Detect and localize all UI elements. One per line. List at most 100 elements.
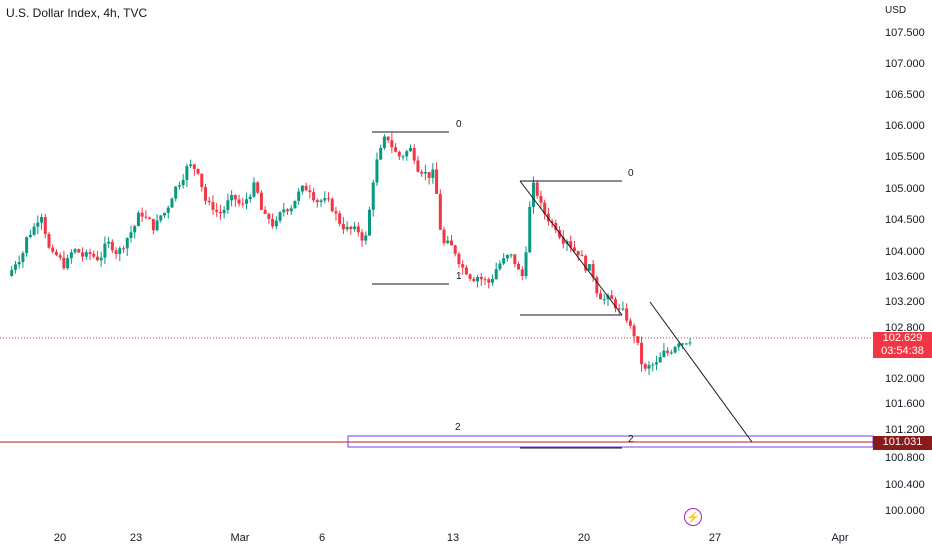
candle-body bbox=[341, 223, 345, 230]
candle-body bbox=[226, 200, 230, 210]
candle-body bbox=[47, 234, 51, 248]
candle-body bbox=[323, 198, 327, 201]
candle-body bbox=[468, 274, 472, 279]
candle-body bbox=[517, 264, 521, 270]
candle-body bbox=[327, 198, 331, 200]
trend-line bbox=[649, 301, 753, 443]
x-tick-label: 13 bbox=[447, 532, 459, 544]
candle-body bbox=[498, 263, 502, 270]
candle-body bbox=[412, 148, 416, 161]
candle-body bbox=[502, 258, 506, 264]
candle-body bbox=[122, 248, 126, 250]
candle-body bbox=[148, 217, 152, 220]
candle-body bbox=[580, 255, 584, 257]
candle-body bbox=[654, 362, 658, 365]
candle-body bbox=[263, 209, 267, 214]
y-tick-label: 103.200 bbox=[885, 296, 925, 308]
candle-body bbox=[353, 226, 357, 230]
last-price-value: 102.629 bbox=[882, 332, 923, 344]
candle-body bbox=[401, 156, 405, 158]
candle-body bbox=[215, 209, 219, 212]
candle-body bbox=[416, 160, 420, 172]
y-tick-label: 102.800 bbox=[885, 322, 925, 334]
candle-body bbox=[103, 243, 107, 258]
candle-body bbox=[386, 136, 390, 141]
candle-body bbox=[40, 217, 44, 223]
candle-body bbox=[591, 264, 595, 278]
candle-body bbox=[211, 202, 215, 210]
y-axis[interactable]: 107.500 107.000 106.500 106.000 105.500 105.0… bbox=[885, 27, 925, 517]
candle-body bbox=[43, 217, 47, 235]
y-tick-label: 101.600 bbox=[885, 398, 925, 410]
candle-body bbox=[666, 350, 670, 353]
candle-body bbox=[535, 182, 539, 196]
candle-body bbox=[107, 241, 111, 244]
candle-body bbox=[382, 136, 386, 148]
candle-body bbox=[308, 190, 312, 193]
x-tick-label: Mar bbox=[231, 532, 250, 544]
candle-body bbox=[625, 308, 629, 321]
candle-body bbox=[558, 230, 562, 238]
candle-body bbox=[640, 342, 644, 365]
candle-body bbox=[539, 195, 543, 203]
x-axis[interactable]: 20 23 Mar 6 13 20 27 Apr bbox=[54, 532, 849, 544]
candle-body bbox=[431, 169, 435, 179]
candle-body bbox=[602, 299, 606, 301]
candle-body bbox=[66, 258, 70, 269]
candle-body bbox=[181, 179, 185, 186]
candle-body bbox=[125, 238, 129, 249]
candle-body bbox=[54, 251, 58, 256]
x-tick-label: 6 bbox=[319, 532, 325, 544]
candle-body bbox=[10, 269, 14, 276]
candle-body bbox=[628, 320, 632, 326]
candle-body bbox=[278, 212, 282, 221]
target-price-tag: 101.031 bbox=[873, 436, 932, 450]
candle-body bbox=[379, 147, 383, 160]
y-tick-label: 107.000 bbox=[885, 58, 925, 70]
candle-body bbox=[192, 164, 196, 169]
y-tick-label: 104.000 bbox=[885, 246, 925, 258]
x-tick-label: 27 bbox=[709, 532, 721, 544]
candles bbox=[10, 132, 692, 375]
candle-body bbox=[520, 269, 524, 277]
candle-body bbox=[174, 186, 178, 199]
x-tick-label: 20 bbox=[578, 532, 590, 544]
candle-body bbox=[267, 213, 271, 219]
candle-body bbox=[315, 200, 319, 203]
candle-body bbox=[554, 223, 558, 231]
y-tick-label: 105.500 bbox=[885, 151, 925, 163]
candle-body bbox=[207, 200, 211, 203]
candle-body bbox=[550, 221, 554, 224]
candle-body bbox=[420, 171, 424, 174]
candle-body bbox=[505, 255, 509, 259]
candle-body bbox=[166, 207, 170, 213]
bolt-icon[interactable]: ⚡ bbox=[684, 508, 702, 526]
candle-body bbox=[177, 185, 181, 187]
candle-body bbox=[405, 151, 409, 157]
trend-line bbox=[519, 180, 623, 316]
candle-body bbox=[524, 252, 528, 277]
fib-label-0: 0 bbox=[628, 168, 634, 179]
candle-body bbox=[681, 343, 685, 345]
candle-body bbox=[457, 253, 461, 265]
candle-body bbox=[13, 264, 17, 270]
candle-body bbox=[129, 232, 133, 239]
candle-body bbox=[531, 182, 535, 207]
candle-body bbox=[28, 234, 32, 238]
candle-body bbox=[632, 325, 636, 337]
y-tick-label: 106.000 bbox=[885, 120, 925, 132]
candle-body bbox=[259, 192, 263, 210]
candle-body bbox=[636, 336, 640, 343]
candle-body bbox=[319, 200, 323, 203]
drawings[interactable]: 0 0 1 2 2 bbox=[372, 119, 753, 449]
candle-body bbox=[163, 212, 167, 216]
candle-body bbox=[88, 252, 92, 254]
candle-body bbox=[677, 343, 681, 347]
candle-body bbox=[25, 237, 29, 254]
candle-body bbox=[230, 194, 234, 201]
candle-body bbox=[423, 172, 427, 174]
currency-label: USD bbox=[885, 5, 907, 16]
y-tick-label: 100.400 bbox=[885, 479, 925, 491]
fib-label-2: 2 bbox=[455, 422, 461, 433]
